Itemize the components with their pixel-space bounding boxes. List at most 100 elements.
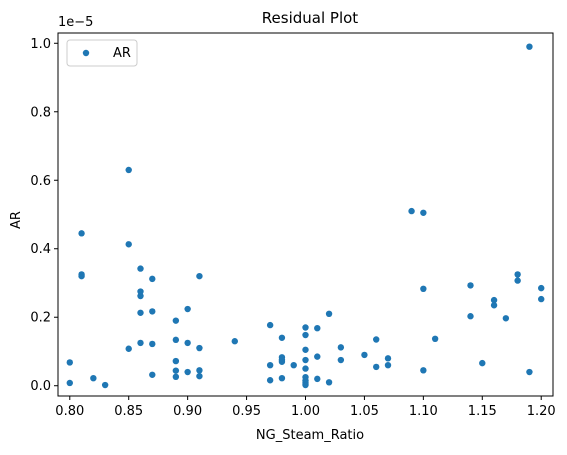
data-point bbox=[231, 338, 238, 345]
y-tick-label: 0.0 bbox=[30, 379, 51, 394]
data-point bbox=[149, 371, 156, 378]
data-point bbox=[172, 336, 180, 344]
data-point bbox=[373, 363, 380, 371]
data-point bbox=[361, 351, 368, 359]
data-point bbox=[137, 339, 144, 347]
legend: AR bbox=[66, 39, 138, 67]
data-point bbox=[526, 368, 533, 376]
y-tick-label: 1.0 bbox=[30, 37, 51, 52]
x-tick-label: 1.00 bbox=[291, 404, 320, 419]
data-point bbox=[90, 374, 97, 382]
data-point bbox=[172, 367, 180, 374]
data-point bbox=[479, 359, 486, 367]
y-axis-ticks: 0.0 0.2 0.4 0.6 0.8 1.0 bbox=[30, 37, 58, 394]
data-point bbox=[78, 230, 85, 237]
data-point bbox=[384, 355, 392, 362]
data-point bbox=[538, 295, 545, 303]
x-tick-label: 1.15 bbox=[468, 404, 497, 419]
data-point bbox=[66, 359, 73, 366]
data-point bbox=[302, 331, 309, 339]
data-point bbox=[467, 282, 474, 289]
data-points bbox=[66, 43, 545, 389]
data-point bbox=[149, 308, 156, 315]
data-point bbox=[172, 357, 180, 365]
data-point bbox=[467, 313, 474, 320]
data-point bbox=[302, 365, 309, 372]
data-point bbox=[184, 368, 191, 376]
legend-box bbox=[66, 39, 138, 67]
data-point bbox=[278, 334, 286, 341]
data-point bbox=[290, 361, 297, 369]
x-tick-label: 1.10 bbox=[409, 404, 438, 419]
data-point bbox=[149, 275, 156, 283]
data-point bbox=[149, 340, 156, 348]
data-point bbox=[266, 377, 274, 384]
data-point bbox=[196, 272, 203, 280]
data-point bbox=[302, 381, 309, 389]
data-point bbox=[325, 310, 333, 318]
data-point bbox=[137, 288, 144, 295]
data-point bbox=[420, 367, 427, 374]
data-point bbox=[337, 356, 345, 364]
data-point bbox=[526, 43, 533, 50]
data-point bbox=[66, 379, 73, 387]
data-point bbox=[172, 373, 180, 381]
data-point bbox=[172, 317, 180, 324]
data-point bbox=[125, 241, 132, 248]
data-point bbox=[490, 302, 498, 309]
data-point bbox=[196, 372, 203, 380]
data-point bbox=[302, 356, 309, 364]
data-point bbox=[420, 209, 427, 216]
data-point bbox=[137, 265, 144, 272]
data-point bbox=[502, 315, 510, 322]
data-point bbox=[538, 284, 545, 292]
data-point bbox=[408, 207, 415, 215]
data-point bbox=[101, 381, 109, 389]
data-point bbox=[314, 353, 321, 360]
chart-title: Residual Plot bbox=[262, 9, 359, 27]
data-point bbox=[337, 344, 345, 351]
data-point bbox=[125, 345, 132, 352]
x-tick-label: 1.20 bbox=[527, 404, 556, 419]
x-axis-ticks: 0.80 0.85 0.90 0.95 1.00 1.05 1.10 1.15 1.20 bbox=[55, 396, 556, 419]
y-offset-label: 1e−5 bbox=[58, 15, 93, 30]
legend-marker bbox=[82, 49, 90, 57]
data-point bbox=[278, 374, 286, 382]
x-tick-label: 1.05 bbox=[350, 404, 379, 419]
legend-label: AR bbox=[113, 46, 131, 61]
data-point bbox=[314, 375, 321, 383]
x-tick-label: 0.95 bbox=[232, 404, 261, 419]
y-axis-title: AR bbox=[9, 211, 24, 229]
y-tick-label: 0.2 bbox=[30, 311, 51, 326]
plot-frame bbox=[57, 32, 554, 397]
data-point bbox=[125, 166, 132, 174]
data-point bbox=[184, 339, 191, 347]
x-tick-label: 0.90 bbox=[173, 404, 202, 419]
data-point bbox=[196, 344, 203, 352]
data-point bbox=[325, 379, 333, 386]
x-tick-label: 0.85 bbox=[114, 404, 143, 419]
y-tick-label: 0.8 bbox=[30, 105, 51, 120]
data-point bbox=[431, 335, 439, 343]
x-tick-label: 0.80 bbox=[55, 404, 84, 419]
data-point bbox=[184, 305, 191, 313]
data-point bbox=[314, 324, 321, 332]
data-point bbox=[78, 272, 85, 280]
data-point bbox=[266, 321, 274, 329]
data-point bbox=[514, 271, 521, 278]
x-axis-title: NG_Steam_Ratio bbox=[256, 428, 364, 443]
data-point bbox=[373, 336, 380, 343]
data-point bbox=[384, 361, 392, 369]
data-point bbox=[196, 367, 203, 374]
data-point bbox=[137, 292, 144, 300]
data-point bbox=[278, 358, 286, 365]
y-tick-label: 0.4 bbox=[30, 242, 51, 257]
data-point bbox=[420, 285, 427, 293]
data-point bbox=[137, 309, 144, 316]
data-point bbox=[514, 277, 521, 284]
data-point bbox=[490, 296, 498, 304]
data-point bbox=[266, 361, 274, 369]
data-point bbox=[302, 324, 309, 331]
y-tick-label: 0.6 bbox=[30, 174, 51, 189]
